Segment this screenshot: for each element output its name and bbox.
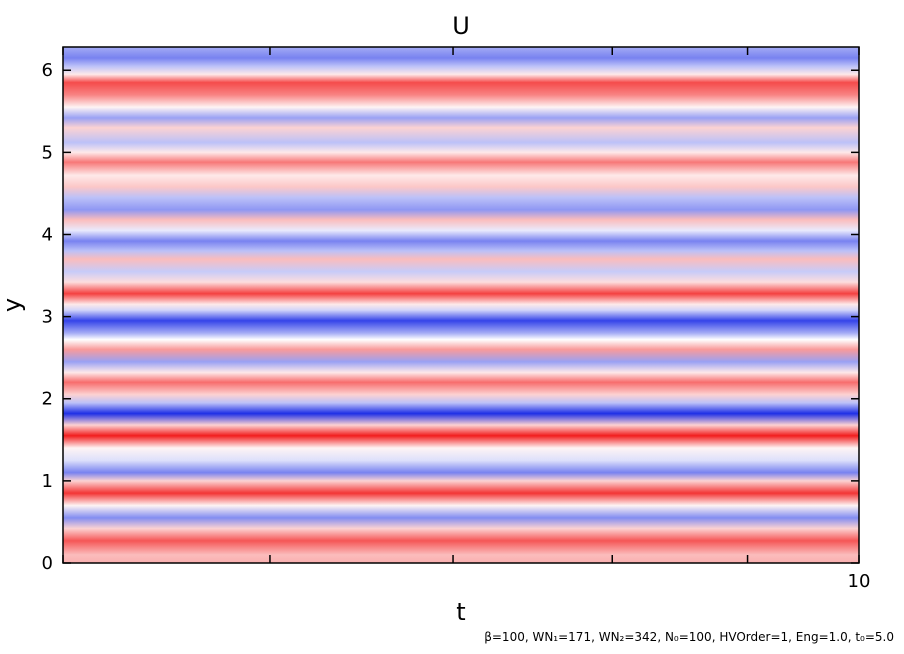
parameter-caption: β=100, WN₁=171, WN₂=342, N₀=100, HVOrder… (484, 630, 894, 644)
y-tick-label-6: 6 (42, 60, 53, 81)
x-axis-label: t (456, 598, 465, 626)
y-axis: 0 1 2 3 4 5 6 (42, 60, 859, 574)
y-axis-label: y (0, 298, 26, 312)
y-tick-label-3: 3 (42, 307, 53, 328)
chart-title: U (452, 12, 470, 40)
y-tick-label-5: 5 (42, 142, 53, 163)
y-tick-label-4: 4 (42, 224, 53, 245)
y-tick-label-2: 2 (42, 389, 53, 410)
x-axis: 10 (62, 47, 871, 592)
x-tick-label-10: 10 (848, 571, 871, 592)
y-tick-label-0: 0 (42, 553, 53, 574)
plot-area (63, 47, 859, 563)
plot-frame (62, 46, 860, 564)
heatmap-field (63, 47, 859, 563)
y-tick-label-1: 1 (42, 471, 53, 492)
